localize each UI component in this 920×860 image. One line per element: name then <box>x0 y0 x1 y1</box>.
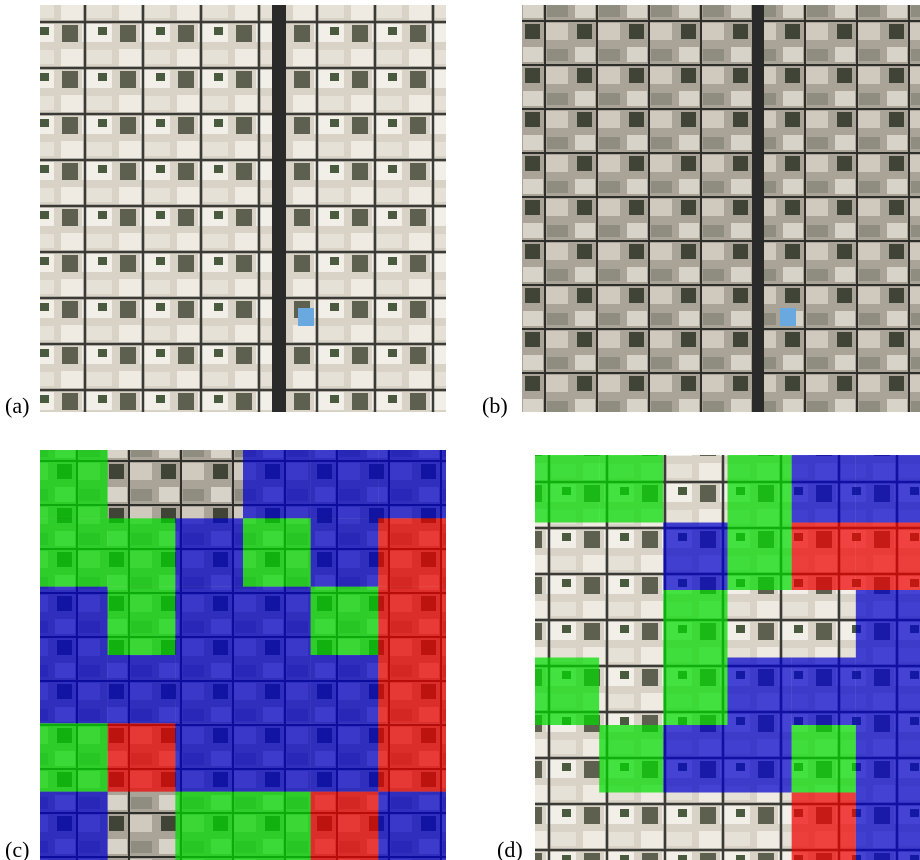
class-cell <box>311 792 379 860</box>
class-cell <box>792 793 856 860</box>
class-cell <box>108 587 176 655</box>
class-cell <box>378 587 446 655</box>
class-cell <box>108 518 176 586</box>
aerial-image <box>522 5 920 412</box>
class-cell <box>243 587 311 655</box>
class-cell <box>40 450 108 518</box>
panel-a: (a) <box>5 5 446 418</box>
class-cell <box>243 518 311 586</box>
panel-label: (b) <box>482 393 508 418</box>
class-cell <box>856 590 920 658</box>
class-cell <box>175 655 243 723</box>
class-cell <box>175 518 243 586</box>
class-cell <box>599 725 663 793</box>
class-cell <box>378 518 446 586</box>
class-cell <box>856 523 920 591</box>
class-cell <box>40 655 108 723</box>
panel-c: (c) <box>5 450 446 860</box>
class-cell <box>599 455 663 523</box>
class-cell <box>663 523 727 591</box>
class-cell <box>856 658 920 726</box>
class-cell <box>792 658 856 726</box>
class-cell <box>792 725 856 793</box>
figure: (a) (b) (c) (d) <box>0 0 920 860</box>
class-cell <box>40 587 108 655</box>
panel-label: (a) <box>5 393 29 418</box>
class-cell <box>856 793 920 860</box>
panel-b: (b) <box>482 5 920 418</box>
panel-label: (c) <box>5 837 29 860</box>
class-cell <box>40 518 108 586</box>
class-cell <box>108 723 176 791</box>
class-cell <box>663 725 727 793</box>
class-cell <box>175 587 243 655</box>
class-cell <box>311 723 379 791</box>
class-cell <box>378 450 446 518</box>
class-cell <box>311 450 379 518</box>
class-cell <box>40 792 108 860</box>
class-cell <box>311 655 379 723</box>
class-cell <box>792 455 856 523</box>
class-cell <box>311 518 379 586</box>
class-cell <box>378 792 446 860</box>
class-cell <box>243 792 311 860</box>
pool <box>298 308 314 326</box>
road <box>752 5 764 412</box>
class-cell <box>311 587 379 655</box>
class-cell <box>535 455 599 523</box>
class-cell <box>40 723 108 791</box>
class-cell <box>728 725 792 793</box>
class-cell <box>243 450 311 518</box>
class-cell <box>243 723 311 791</box>
class-cell <box>108 655 176 723</box>
class-cell <box>663 590 727 658</box>
class-cell <box>856 725 920 793</box>
panel-d: (d) <box>497 455 920 860</box>
class-cell <box>378 723 446 791</box>
pool <box>780 308 796 326</box>
class-cell <box>728 523 792 591</box>
class-cell <box>856 455 920 523</box>
class-cell <box>378 655 446 723</box>
class-cell <box>175 723 243 791</box>
panel-label: (d) <box>497 837 523 860</box>
class-cell <box>535 658 599 726</box>
class-cell <box>728 658 792 726</box>
class-cell <box>792 523 856 591</box>
class-cell <box>243 655 311 723</box>
aerial-image <box>40 5 446 412</box>
class-cell <box>728 455 792 523</box>
class-cell <box>175 792 243 860</box>
class-cell <box>663 658 727 726</box>
road <box>272 5 286 412</box>
